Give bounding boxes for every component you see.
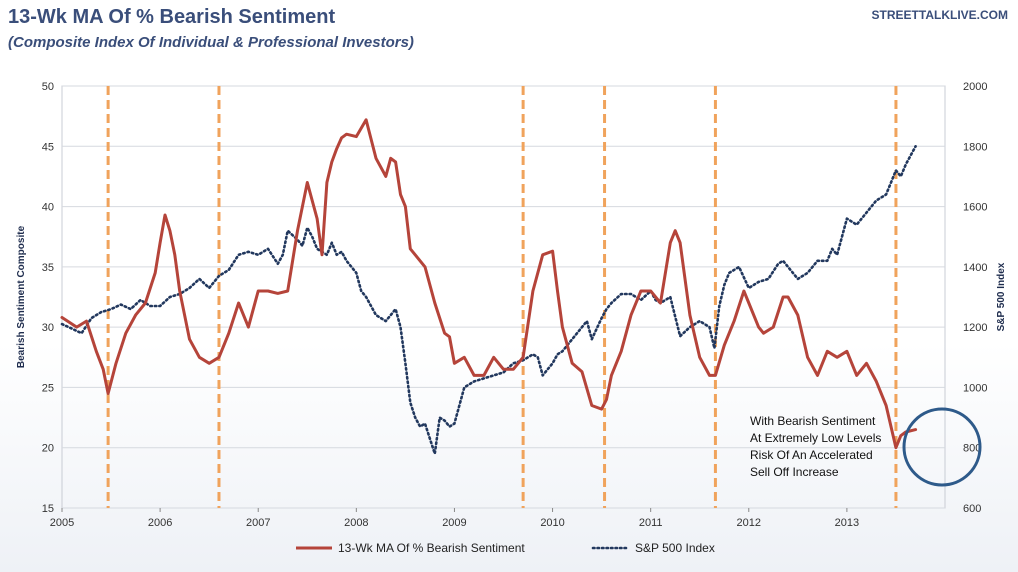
y-right-tick-label: 1000 [963,382,987,394]
annotation-text-line: At Extremely Low Levels [750,431,881,445]
brand-watermark: STREETTALKLIVE.COM [871,8,1008,22]
bearish-sentiment-series-line [60,118,918,450]
annotation-group: With Bearish Sentiment At Extremely Low L… [750,407,982,487]
series-layer [60,118,918,456]
y-right-tick-label: 800 [963,443,981,455]
axes: 15 20 25 30 35 40 45 50 600 800 1000 1200 1400 1600 18… [16,81,1007,529]
x-tick-label: 2010 [540,517,564,529]
x-tick-label: 2008 [344,517,368,529]
x-tick-label: 2009 [442,517,466,529]
vertical-markers [106,86,898,508]
y-right-tick-label: 600 [963,503,981,515]
y-right-tick-label: 2000 [963,81,987,93]
y-left-tick-label: 25 [42,382,54,394]
annotation-text-line: Risk Of An Accelerated [750,448,873,462]
annotation-text-line: Sell Off Increase [750,465,839,479]
x-tick-label: 2006 [148,517,172,529]
y-right-tick-label: 1400 [963,262,987,274]
x-tick-label: 2012 [737,517,761,529]
chart-subtitle: (Composite Index Of Individual & Profess… [8,34,414,51]
y-right-axis-label: S&P 500 Index [996,262,1007,331]
x-tick-label: 2013 [835,517,859,529]
x-tick-label: 2011 [639,517,663,529]
grid-lines [61,85,946,509]
y-left-tick-label: 30 [42,322,54,334]
y-left-tick-label: 15 [42,503,54,515]
legend-label-sentiment: 13-Wk MA Of % Bearish Sentiment [338,541,525,555]
x-tick-label: 2007 [246,517,270,529]
legend-label-sp500: S&P 500 Index [635,541,715,555]
y-left-tick-label: 50 [42,81,54,93]
y-left-axis-label: Bearish Sentiment Composite [16,225,27,368]
y-left-tick-label: 20 [42,443,54,455]
sp500-series-line [60,145,917,456]
chart-title: 13-Wk MA Of % Bearish Sentiment [8,6,336,28]
y-left-tick-label: 45 [42,141,54,153]
x-tick-label: 2005 [50,517,74,529]
legend: 13-Wk MA Of % Bearish Sentiment S&P 500 I… [296,541,715,555]
highlight-circle [902,407,982,487]
y-left-tick-label: 35 [42,262,54,274]
y-left-tick-label: 40 [42,202,54,214]
annotation-text-line: With Bearish Sentiment [750,414,876,428]
y-right-tick-label: 1800 [963,141,987,153]
y-right-tick-label: 1600 [963,202,987,214]
y-right-tick-label: 1200 [963,322,987,334]
